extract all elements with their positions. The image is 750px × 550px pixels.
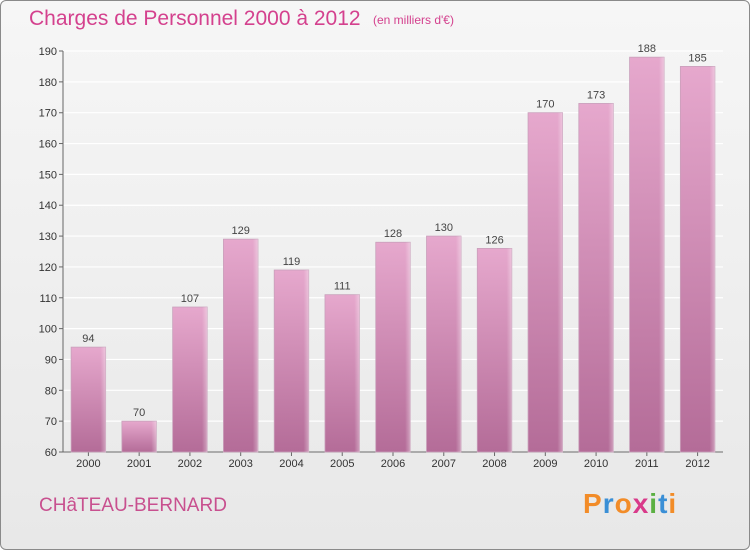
data-label: 170: [536, 99, 554, 111]
data-label: 173: [587, 89, 605, 101]
logo-letter: i: [668, 488, 678, 519]
bar-highlight: [223, 239, 258, 452]
proxiti-logo: Proxiti: [583, 488, 677, 520]
chart-subtitle: (en milliers d'€): [373, 13, 454, 27]
x-tick-label: 2010: [584, 458, 608, 470]
x-tick-label: 2002: [178, 458, 202, 470]
x-tick-label: 2007: [432, 458, 456, 470]
logo-letter: o: [614, 488, 633, 519]
chart-title: Charges de Personnel 2000 à 2012: [29, 7, 361, 30]
data-label: 130: [435, 222, 453, 234]
bar-highlight: [71, 347, 106, 452]
y-tick-label: 160: [39, 139, 57, 151]
data-label: 185: [688, 52, 706, 64]
bar-highlight: [426, 236, 462, 452]
x-tick-label: 2000: [76, 458, 100, 470]
data-label: 70: [133, 407, 145, 419]
logo-letter: P: [583, 488, 603, 519]
x-tick-label: 2005: [330, 458, 354, 470]
data-label: 129: [232, 225, 250, 237]
y-tick-label: 130: [39, 231, 57, 243]
y-tick-label: 140: [39, 200, 57, 212]
y-tick-label: 90: [45, 354, 57, 366]
bar-highlight: [629, 57, 665, 453]
y-tick-label: 180: [39, 77, 57, 89]
bar-highlight: [274, 270, 309, 452]
x-tick-label: 2009: [533, 458, 557, 470]
logo-letter: t: [658, 488, 669, 519]
logo-letter: i: [649, 488, 659, 519]
data-label: 94: [82, 333, 94, 345]
y-tick-label: 60: [45, 447, 57, 459]
data-label: 126: [485, 234, 503, 246]
x-tick-label: 2004: [279, 458, 303, 470]
logo-letter: r: [602, 488, 615, 519]
y-tick-label: 110: [39, 293, 57, 305]
data-label: 107: [181, 293, 199, 305]
y-tick-label: 190: [39, 46, 57, 58]
y-tick-label: 100: [39, 324, 57, 336]
x-tick-label: 2008: [482, 458, 506, 470]
x-tick-label: 2011: [635, 458, 659, 470]
data-label: 128: [384, 228, 402, 240]
y-tick-label: 150: [39, 169, 57, 181]
bar-highlight: [121, 421, 157, 452]
x-tick-label: 2003: [228, 458, 252, 470]
logo-letter: x: [632, 488, 650, 519]
bar-highlight: [172, 307, 208, 452]
bar-highlight: [375, 242, 411, 452]
x-tick-label: 2001: [127, 458, 151, 470]
bar-highlight: [477, 248, 512, 452]
bar-highlight: [680, 66, 715, 452]
data-label: 119: [283, 256, 301, 268]
y-tick-label: 70: [45, 416, 57, 428]
y-tick-label: 120: [39, 262, 57, 274]
y-tick-label: 80: [45, 385, 57, 397]
y-tick-label: 170: [39, 108, 57, 120]
bar-highlight: [578, 103, 614, 452]
x-tick-label: 2006: [381, 458, 405, 470]
data-label: 188: [638, 43, 656, 55]
x-tick-label: 2012: [685, 458, 709, 470]
commune-name: CHâTEAU-BERNARD: [39, 495, 227, 516]
bar-highlight: [528, 112, 563, 452]
data-label: 111: [334, 281, 351, 293]
bar-highlight: [324, 294, 360, 452]
